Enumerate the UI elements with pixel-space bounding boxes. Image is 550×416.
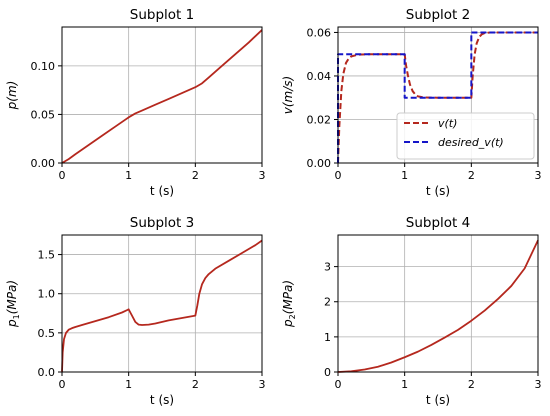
- plot-frame: [337, 234, 539, 373]
- subplot-1: 0 1 2 3 0.00 0.05 0.10 Subplot 1 t (s) p(m): [5, 7, 266, 198]
- series-line: [337, 31, 538, 164]
- x-tick-label: 2: [192, 169, 199, 182]
- chart-title: Subplot 2: [406, 7, 470, 23]
- x-axis-label: t (s): [426, 393, 450, 407]
- y-tick-label: 2: [324, 296, 331, 309]
- legend-label: desired_v(t): [438, 136, 504, 149]
- y-tick-label: 0.5: [38, 327, 56, 340]
- x-tick-label: 0: [59, 169, 66, 182]
- y-tick-label: 0.02: [307, 113, 332, 126]
- x-tick-label: 2: [468, 378, 475, 391]
- x-tick-label: 2: [192, 378, 199, 391]
- x-tick-label: 0: [335, 169, 342, 182]
- y-axis-label: p1(MPa): [5, 280, 21, 328]
- y-axis-label: v(m/s): [281, 76, 295, 114]
- x-tick-label: 1: [401, 378, 408, 391]
- y-tick-label: 0.05: [31, 108, 56, 121]
- x-tick-label: 0: [59, 378, 66, 391]
- legend: v(t) desired_v(t): [396, 112, 535, 160]
- x-tick-label: 2: [468, 169, 475, 182]
- subplot-3: 0 1 2 3 0.0 0.5 1.0 1.5 Subplot 3 t (s) p1(MPa): [5, 215, 266, 407]
- y-tick-label: 0: [324, 366, 331, 379]
- plot-frame: [61, 26, 263, 164]
- y-tick-label: 0.00: [307, 157, 332, 170]
- x-tick-label: 0: [335, 378, 342, 391]
- y-tick-label: 0.00: [31, 157, 56, 170]
- chart-title: Subplot 4: [406, 215, 470, 231]
- y-axis-label: p(m): [5, 81, 19, 111]
- plot-frame: [337, 26, 539, 164]
- y-axis-label: p2(MPa): [281, 280, 297, 328]
- x-tick-label: 3: [259, 169, 266, 182]
- y-tick-label: 3: [324, 261, 331, 274]
- y-tick-label: 0.0: [38, 366, 56, 379]
- subplot-4: 0 1 2 3 0 1 2 3 Subplot 4 t (s) p2(MPa): [281, 215, 542, 407]
- series-line: [61, 239, 263, 373]
- legend-box: [396, 112, 535, 160]
- x-tick-label: 1: [125, 169, 132, 182]
- series-line: [337, 239, 539, 373]
- chart-title: Subplot 1: [130, 7, 194, 23]
- x-tick-label: 1: [125, 378, 132, 391]
- y-tick-label: 0.04: [307, 70, 332, 83]
- y-tick-label: 1.0: [38, 288, 56, 301]
- x-tick-label: 3: [259, 378, 266, 391]
- y-tick-label: 0.10: [31, 60, 56, 73]
- subplot-2: 0 1 2 3 0.00 0.02 0.04 0.06 Subplot 2 t (s) v(m/s)…: [281, 7, 542, 198]
- x-tick-label: 3: [535, 378, 542, 391]
- x-tick-label: 1: [401, 169, 408, 182]
- x-axis-label: t (s): [150, 184, 174, 198]
- x-tick-label: 3: [535, 169, 542, 182]
- y-tick-label: 0.06: [307, 26, 332, 39]
- x-axis-label: t (s): [426, 184, 450, 198]
- y-tick-label: 1: [324, 331, 331, 344]
- x-axis-label: t (s): [150, 393, 174, 407]
- plot-frame: [61, 234, 263, 373]
- y-tick-label: 1.5: [38, 249, 56, 262]
- legend-label: v(t): [438, 117, 457, 130]
- chart-title: Subplot 3: [130, 215, 194, 231]
- series-line: [61, 29, 263, 164]
